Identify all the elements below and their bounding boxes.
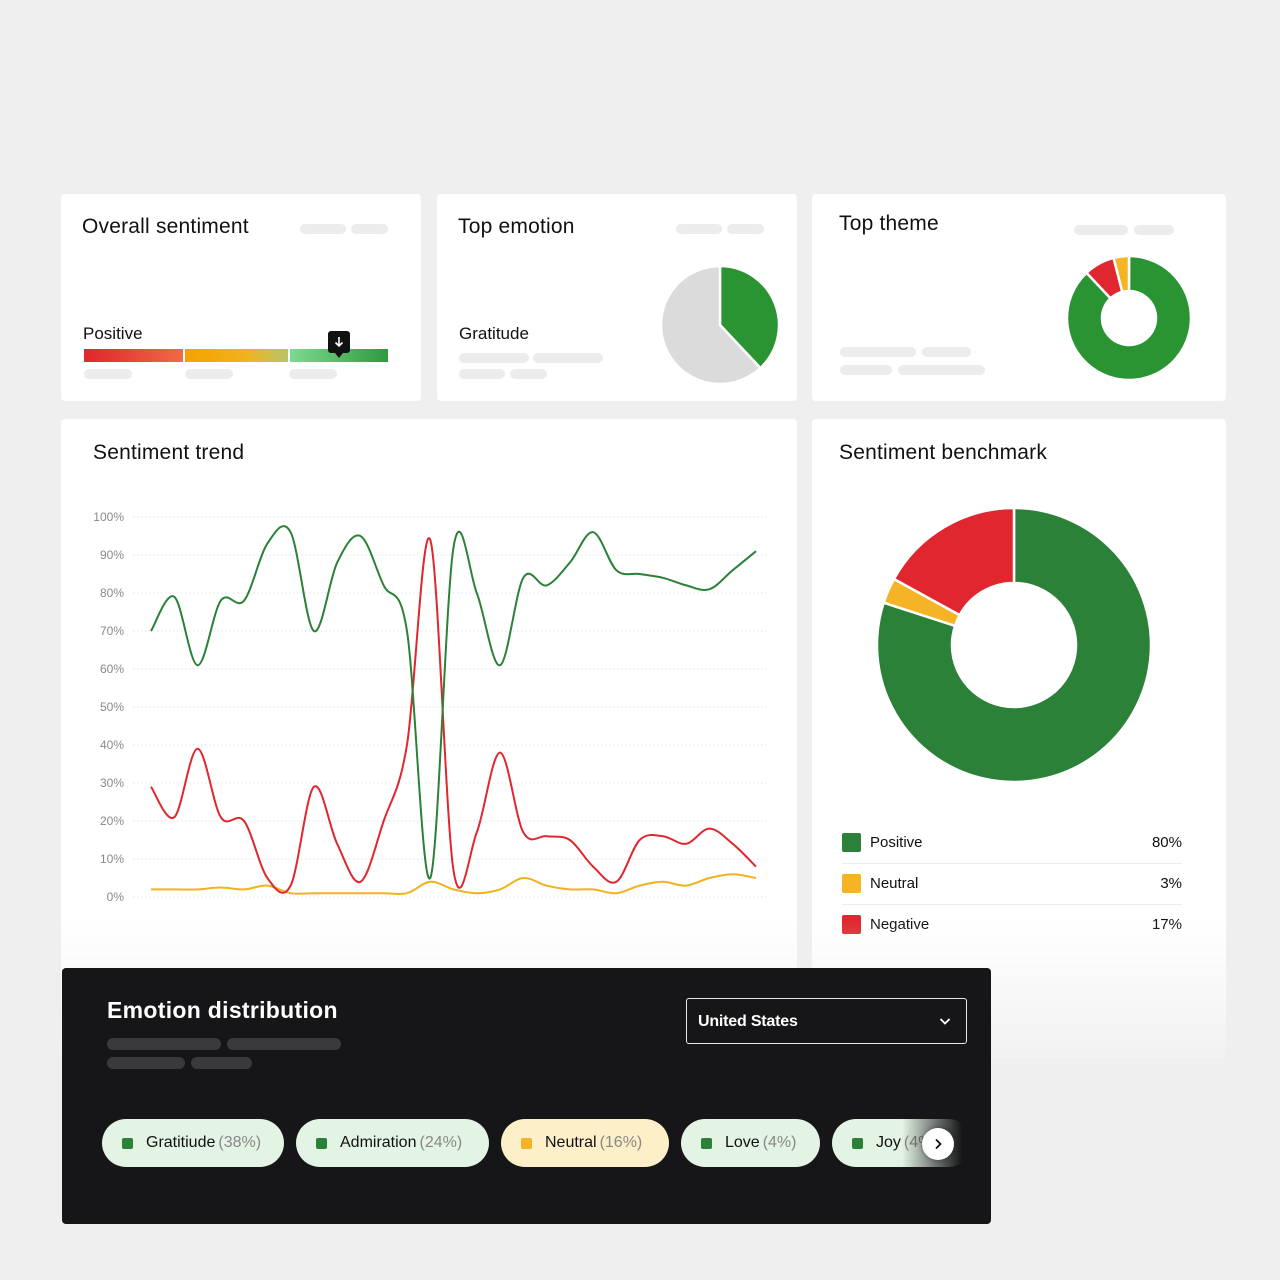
card-title: Sentiment benchmark bbox=[839, 441, 1048, 464]
arrow-down-icon bbox=[328, 331, 351, 358]
placeholder bbox=[459, 369, 505, 379]
sentiment-label: Positive bbox=[83, 324, 143, 343]
chip-color-dot bbox=[122, 1137, 133, 1149]
chip-label: Admiration bbox=[340, 1134, 417, 1151]
placeholder bbox=[191, 1057, 252, 1069]
y-tick-label: 90% bbox=[100, 548, 124, 562]
card-title: Overall sentiment bbox=[82, 215, 249, 238]
card-title: Top emotion bbox=[458, 215, 575, 238]
sentiment-trend-line-chart: 100% 90% 80% 70% 60% 50% 40% 30% 20% 10% 0% bbox=[93, 510, 766, 904]
legend-item-positive: Positive 80% bbox=[842, 823, 1182, 864]
panel-title: Emotion distribution bbox=[107, 997, 338, 1023]
y-tick-label: 60% bbox=[100, 662, 124, 676]
legend-swatch bbox=[842, 833, 861, 852]
slice-other bbox=[659, 264, 763, 386]
legend-label: Neutral bbox=[870, 875, 919, 892]
chip-color-dot bbox=[316, 1137, 327, 1149]
sentiment-trend-card: Sentiment trend 100% 90% 80% 70% 60% 50% 40% 30… bbox=[61, 419, 797, 1059]
placeholder bbox=[510, 369, 547, 379]
sentiment-gauge-bar bbox=[84, 349, 388, 362]
placeholder bbox=[459, 353, 529, 363]
chevron-down-icon bbox=[939, 1018, 951, 1025]
slice-negative bbox=[892, 506, 1016, 617]
legend-item-neutral: Neutral 3% bbox=[842, 864, 1182, 905]
chip-label: Joy bbox=[876, 1134, 901, 1151]
legend-item-negative: Negative 17% bbox=[842, 905, 1182, 945]
y-tick-label: 40% bbox=[100, 738, 124, 752]
y-tick-label: 20% bbox=[100, 814, 124, 828]
y-tick-label: 70% bbox=[100, 624, 124, 638]
y-tick-label: 0% bbox=[107, 890, 125, 904]
gauge-segment-neutral bbox=[185, 349, 288, 362]
chevron-right-icon[interactable] bbox=[922, 1128, 954, 1160]
top-emotion-card: Top emotion Gratitude bbox=[437, 194, 797, 401]
country-select-value: United States bbox=[698, 1013, 798, 1030]
placeholder bbox=[676, 224, 722, 234]
chip-color-dot bbox=[701, 1137, 712, 1149]
slice-positive bbox=[875, 506, 1153, 784]
placeholder bbox=[840, 347, 916, 357]
legend-value: 80% bbox=[1151, 834, 1182, 851]
y-tick-label: 80% bbox=[100, 586, 124, 600]
placeholder bbox=[533, 353, 603, 363]
placeholder bbox=[898, 365, 985, 375]
placeholder bbox=[727, 224, 764, 234]
slice-gratitude bbox=[718, 264, 781, 370]
emotion-chip-admiration[interactable]: Admiration (24%) bbox=[296, 1119, 489, 1167]
placeholder bbox=[185, 369, 233, 379]
series-line bbox=[150, 537, 757, 894]
placeholder bbox=[107, 1057, 185, 1069]
benchmark-legend: Positive 80% Neutral 3% Negative 17% bbox=[812, 823, 1226, 948]
emotion-chip-gratitiude[interactable]: Gratitiude (38%) bbox=[102, 1119, 284, 1167]
y-tick-label: 100% bbox=[93, 510, 124, 524]
emotion-chips-row: Gratitiude (38%) Admiration (24%) Neutral (16… bbox=[102, 1119, 962, 1169]
country-select[interactable]: United States bbox=[686, 998, 967, 1044]
series-line bbox=[151, 873, 757, 896]
placeholder bbox=[227, 1038, 341, 1050]
chip-label: Love bbox=[725, 1134, 760, 1151]
placeholder bbox=[300, 224, 346, 234]
chip-color-dot bbox=[521, 1137, 532, 1149]
placeholder bbox=[1074, 225, 1128, 235]
chip-percentage: (38%) bbox=[218, 1134, 262, 1151]
chip-percentage: (16%) bbox=[599, 1134, 643, 1151]
chip-color-dot bbox=[852, 1137, 863, 1149]
legend-label: Positive bbox=[870, 834, 923, 851]
placeholder bbox=[840, 365, 892, 375]
emotion-chip-neutral[interactable]: Neutral (16%) bbox=[501, 1119, 669, 1167]
legend-swatch bbox=[842, 874, 861, 893]
emotion-distribution-panel: Emotion distribution United States Grati… bbox=[62, 968, 991, 1224]
top-theme-card: Top theme bbox=[812, 194, 1226, 401]
slice-positive bbox=[1065, 254, 1193, 382]
top-emotion-label: Gratitude bbox=[459, 324, 529, 343]
top-theme-donut-chart bbox=[1065, 254, 1193, 382]
placeholder bbox=[289, 369, 337, 379]
chip-percentage: (4%) bbox=[762, 1134, 797, 1151]
placeholder bbox=[1134, 225, 1174, 235]
placeholder bbox=[107, 1038, 221, 1050]
slice-neutral bbox=[1112, 254, 1131, 294]
legend-swatch bbox=[842, 915, 861, 934]
sentiment-benchmark-card: Sentiment benchmark Positive 80% Neutral 3%… bbox=[812, 419, 1226, 1059]
placeholder bbox=[922, 347, 971, 357]
emotion-chip-love[interactable]: Love (4%) bbox=[681, 1119, 820, 1167]
legend-label: Negative bbox=[870, 916, 930, 933]
sentiment-benchmark-donut-chart bbox=[875, 506, 1153, 784]
overall-sentiment-card: Overall sentiment Positive bbox=[61, 194, 421, 401]
card-title: Top theme bbox=[839, 212, 939, 235]
chip-label: Neutral bbox=[545, 1134, 597, 1151]
card-title: Sentiment trend bbox=[93, 441, 245, 464]
placeholder bbox=[351, 224, 388, 234]
legend-value: 3% bbox=[1160, 875, 1182, 892]
y-tick-label: 50% bbox=[100, 700, 124, 714]
gauge-segment-negative bbox=[84, 349, 183, 362]
legend-value: 17% bbox=[1151, 916, 1182, 933]
y-tick-label: 30% bbox=[100, 776, 124, 790]
placeholder bbox=[84, 369, 132, 379]
chip-percentage: (24%) bbox=[419, 1134, 463, 1151]
top-emotion-pie-chart bbox=[659, 264, 781, 386]
chip-label: Gratitiude bbox=[146, 1134, 216, 1151]
series-line bbox=[150, 525, 757, 880]
y-tick-label: 10% bbox=[100, 852, 124, 866]
